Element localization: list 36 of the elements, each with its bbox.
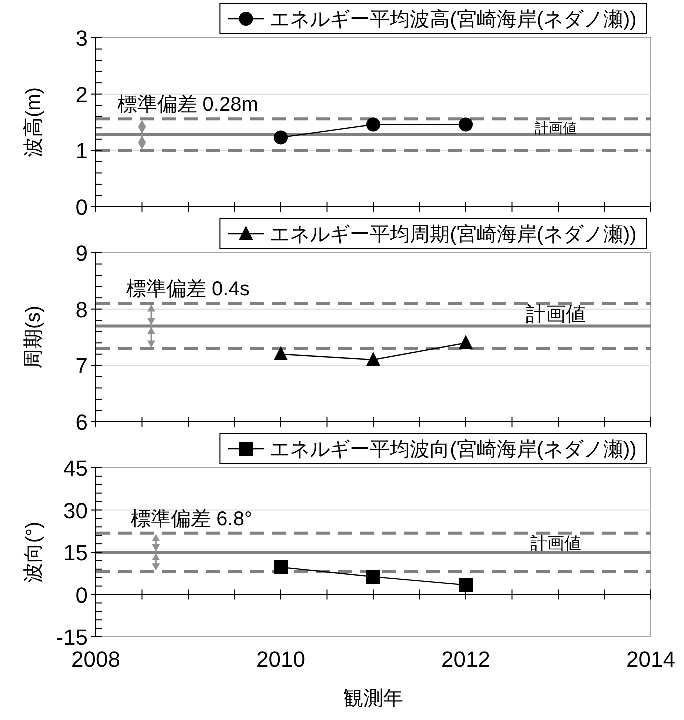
x-tick-label: 2008 (72, 647, 120, 672)
y-tick-label: 2 (76, 82, 88, 108)
ref-line-label: 計画値 (526, 304, 586, 326)
y-tick-label: 15 (64, 540, 88, 566)
point (366, 570, 380, 584)
point (366, 352, 380, 366)
y-tick-label: 1 (76, 138, 88, 164)
point (459, 578, 473, 592)
y-tick-label: 30 (64, 498, 88, 524)
y-tick-label: 0 (76, 195, 88, 220)
annotation: 標準偏差 0.28m (117, 94, 258, 116)
legend-label: エネルギー平均波高(宮崎海岸(ネダノ瀬)) (270, 8, 637, 31)
y-axis-title: 波高(m) (22, 88, 45, 158)
ref-line-label: 計画値 (530, 532, 582, 553)
y-tick-label: 6 (76, 410, 88, 435)
y-axis-title: 周期(s) (23, 306, 45, 370)
x-tick-label: 2010 (256, 647, 306, 672)
ref-line-label: 計画値 (535, 121, 577, 136)
y-tick-label: 8 (76, 297, 88, 322)
y-tick-label: 45 (64, 456, 88, 481)
y-tick-label: 3 (76, 26, 88, 51)
y-tick-label: 7 (76, 354, 88, 379)
y-tick-label: -15 (56, 625, 88, 650)
legend-label: エネルギー平均波向(宮崎海岸(ネダノ瀬)) (270, 438, 637, 461)
y-axis-title: 波向(°) (23, 522, 45, 584)
legend-label: エネルギー平均周期(宮崎海岸(ネダノ瀬)) (270, 223, 637, 246)
y-tick-label: 9 (76, 241, 88, 266)
annotation: 標準偏差 0.4s (126, 278, 250, 301)
point (274, 560, 288, 574)
x-tick-label: 2014 (626, 647, 676, 672)
y-tick-label: 0 (76, 582, 88, 608)
x-tick-label: 2012 (442, 647, 490, 672)
point (459, 335, 473, 350)
x-axis-title: 観測年 (344, 688, 404, 710)
annotation: 標準偏差 6.8° (131, 508, 252, 530)
point (274, 346, 288, 360)
